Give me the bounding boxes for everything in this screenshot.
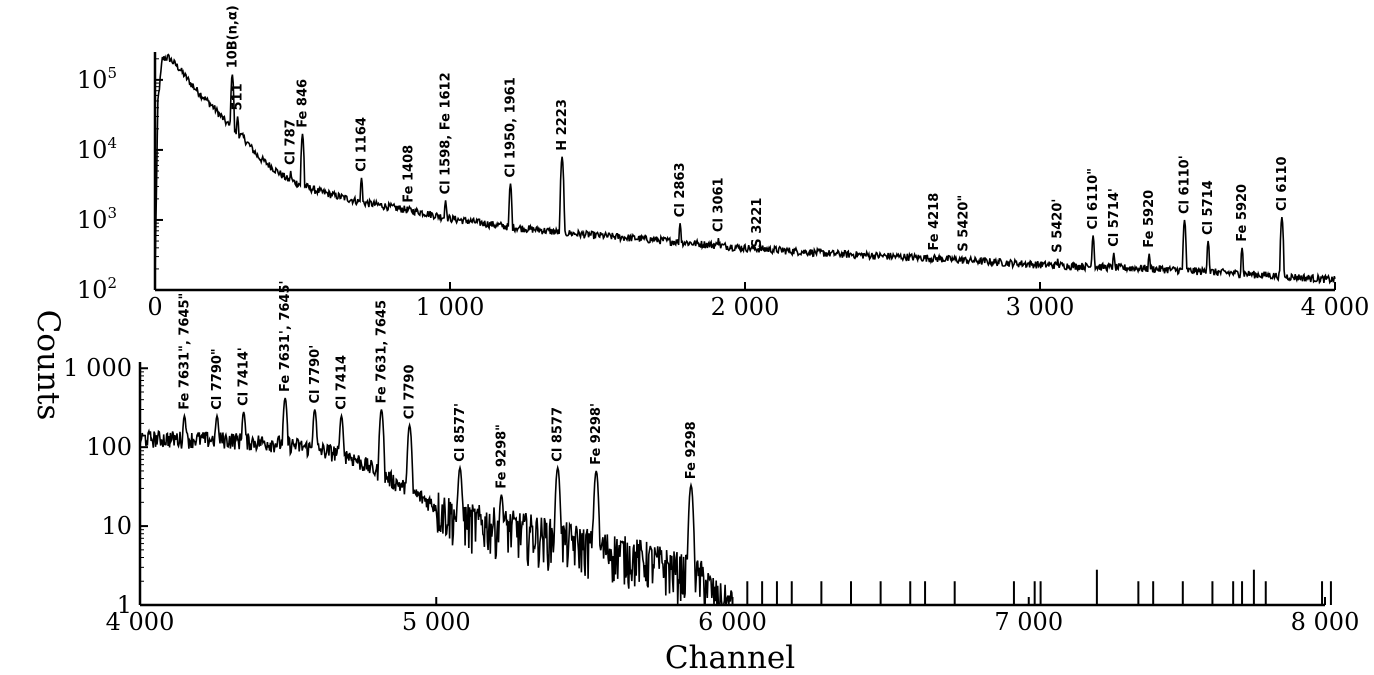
y-tick-label: 10 — [101, 512, 132, 540]
x-tick-label: 1 000 — [416, 293, 485, 321]
y-tick-label: 1 — [117, 591, 132, 619]
lower-spectrum-panel: 4 000 5 000 6 000 7 000 8 000 1 10 100 1 000 Fe 7… — [63, 281, 1359, 636]
x-tick-label: 4 000 — [1301, 293, 1370, 321]
peak-label: Fe 9298' — [589, 403, 604, 465]
peak-label: Cl 787 — [284, 119, 299, 165]
y-tick-label: 102 — [77, 274, 117, 304]
peak-label: Fe 7631, 7645 — [374, 300, 389, 404]
y-tick-label: 105 — [77, 64, 117, 94]
x-tick-label: 2 000 — [711, 293, 780, 321]
x-tick-label: 7 000 — [994, 608, 1063, 636]
y-axis-title: Counts — [30, 310, 66, 421]
peak-label: Cl 7790" — [210, 348, 225, 409]
peak-label: Cl 7414 — [335, 355, 350, 410]
y-tick-label: 1 000 — [63, 354, 132, 382]
peak-label: Cl 3061 — [711, 177, 726, 232]
peak-label: Cl 5714' — [1107, 188, 1122, 247]
peak-label: S 5420' — [1051, 199, 1066, 253]
peak-label: Cl 5714 — [1201, 180, 1216, 235]
peak-label: Cl 8577 — [551, 407, 566, 462]
x-axis-title: Channel — [665, 640, 795, 675]
peak-label: Cl 1950, 1961 — [504, 77, 519, 177]
peak-label: Fe 1408 — [402, 145, 417, 203]
peak-label: Cl 1598, Fe 1612 — [439, 72, 454, 194]
peak-label: Fe 5920 — [1235, 184, 1250, 242]
peak-label: Cl 1164 — [355, 117, 370, 172]
peak-label: Cl 7790' — [308, 345, 323, 404]
peak-label: 511 — [231, 83, 246, 110]
peak-label: Fe 9298 — [684, 421, 699, 479]
peak-label: Cl 6110" — [1086, 168, 1101, 229]
peak-label: Cl 8577' — [453, 403, 468, 462]
peak-label: S 3221 — [750, 198, 765, 248]
peak-label: Fe 846 — [296, 79, 311, 128]
peak-label: Fe 7631', 7645' — [278, 281, 293, 392]
y-tick-label: 100 — [86, 433, 132, 461]
peak-label: Fe 9298" — [494, 424, 509, 489]
y-tick-label: 103 — [77, 204, 117, 234]
peak-label: Cl 7790 — [403, 364, 418, 419]
upper-spectrum-panel: 0 1 000 2 000 3 000 4 000 102 103 104 105 10B(n,α… — [77, 5, 1369, 321]
x-tick-label: 6 000 — [698, 608, 767, 636]
spectrum-trace — [154, 53, 1336, 285]
peak-label: 10B(n,α) — [225, 5, 240, 68]
peak-label: H 2223 — [555, 99, 570, 151]
peak-label: Cl 7414' — [237, 347, 252, 406]
peak-label: Fe 5920 — [1142, 190, 1157, 248]
peak-label: Fe 4218 — [927, 193, 942, 251]
peak-label: Fe 7631", 7645" — [177, 293, 192, 410]
peak-label: Cl 2863 — [673, 162, 688, 217]
x-tick-label: 8 000 — [1291, 608, 1360, 636]
peak-label: Cl 6110' — [1178, 155, 1193, 214]
axis-titles: Counts Channel — [30, 310, 795, 675]
peak-label: S 5420" — [956, 195, 971, 252]
x-tick-label: 0 — [147, 293, 162, 321]
spectrum-trace — [139, 397, 734, 606]
y-tick-label: 104 — [77, 134, 117, 164]
x-tick-label: 3 000 — [1006, 293, 1075, 321]
x-tick-label: 5 000 — [402, 608, 471, 636]
x-tick-label: 4 000 — [106, 608, 175, 636]
peak-label: Cl 6110 — [1275, 156, 1290, 211]
